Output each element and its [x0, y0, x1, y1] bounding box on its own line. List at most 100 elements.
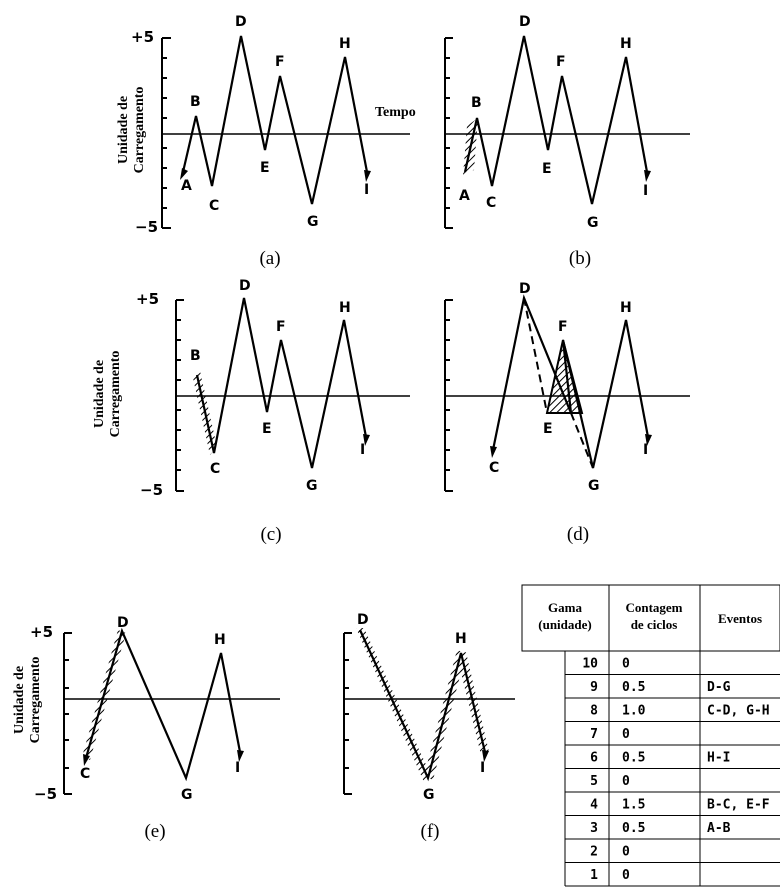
cell-events: D-G: [707, 680, 731, 695]
caption: (a): [259, 248, 280, 269]
point-label-D: D: [519, 281, 531, 297]
point-label-H: H: [620, 300, 632, 316]
cell-range: 1: [590, 868, 598, 883]
arrow-end-icon: [645, 434, 652, 446]
panel-d: C D E F G H I (d): [444, 281, 690, 545]
cell-count: 0: [622, 868, 630, 883]
y-top-tick: +5: [131, 28, 154, 46]
y-label-line2: Carregamento: [108, 351, 123, 438]
point-label-C: C: [80, 766, 90, 782]
caption: (f): [421, 821, 440, 842]
cell-events: B-C, E-F: [707, 798, 770, 813]
point-label-C: C: [486, 195, 496, 211]
point-label-D: D: [117, 615, 129, 631]
y-axis: [63, 632, 72, 795]
load-history: [463, 35, 649, 205]
time-label: Tempo: [375, 105, 416, 120]
load-history: [195, 297, 368, 469]
cell-count: 0: [622, 727, 630, 742]
header-count-line1: Contagem: [625, 600, 682, 615]
point-label-G: G: [587, 215, 599, 231]
y-axis: [343, 632, 352, 795]
point-label-F: F: [275, 54, 285, 70]
point-label-G: G: [306, 478, 318, 494]
table-header: [521, 584, 780, 652]
y-axis: [444, 37, 453, 229]
point-label-G: G: [181, 787, 193, 803]
point-label-G: G: [588, 478, 600, 494]
dashed-path-to-G: [570, 412, 594, 469]
caption: (d): [567, 524, 589, 545]
panel-c: +5 −5 Unidade de Carregamento B C D E F …: [92, 278, 410, 545]
point-label-E: E: [260, 160, 270, 176]
point-label-C: C: [210, 461, 220, 477]
y-axis: [444, 299, 453, 492]
panel-a: +5 −5 Tempo Unidade de Carregamento A B …: [116, 14, 416, 269]
hatched-half-cycle: [463, 118, 478, 176]
point-label-I: I: [643, 183, 648, 199]
arrow-end-icon: [237, 750, 244, 762]
cell-events: A-B: [707, 821, 731, 836]
y-bottom-tick: −5: [140, 481, 163, 499]
arrow-end-icon: [363, 434, 370, 446]
arrow-start-icon: [180, 168, 188, 180]
panel-b: A B C D E F G H I (b): [444, 14, 690, 269]
point-label-A: A: [181, 178, 192, 194]
point-label-I: I: [480, 760, 485, 776]
point-label-E: E: [542, 161, 552, 177]
cell-range: 6: [590, 751, 598, 766]
cell-range: 9: [590, 680, 598, 695]
cell-range: 4: [590, 798, 598, 813]
point-label-I: I: [235, 760, 240, 776]
caption: (b): [569, 248, 591, 269]
table-body: 10 09 0.5 D-G8 1.0 C-D, G-H7 06 0.5 H-I5 04 1.5 B-C…: [564, 651, 780, 887]
cell-range: 3: [590, 821, 598, 836]
y-label-line2: Carregamento: [132, 87, 147, 174]
dashed-path-D-E: [523, 297, 548, 414]
caption: (e): [144, 821, 165, 842]
cell-count: 1.5: [622, 798, 645, 813]
cell-range: 10: [582, 657, 598, 672]
cell-range: 5: [590, 774, 598, 789]
point-label-H: H: [339, 36, 351, 52]
cell-count: 0.5: [622, 821, 645, 836]
arrow-end-icon: [644, 170, 651, 182]
caption: (c): [260, 524, 281, 545]
point-label-G: G: [307, 214, 319, 230]
header-range-line1: Gama: [548, 600, 582, 615]
load-history: [181, 35, 369, 205]
point-label-F: F: [558, 319, 568, 335]
cell-count: 0: [622, 657, 630, 672]
point-label-H: H: [455, 631, 467, 647]
point-label-D: D: [239, 278, 251, 294]
y-bottom-tick: −5: [34, 785, 57, 803]
point-label-H: H: [214, 632, 226, 648]
arrow-start-icon: [490, 446, 497, 458]
cell-events: C-D, G-H: [707, 704, 770, 719]
cell-count: 0.5: [622, 751, 645, 766]
cell-count: 0.5: [622, 680, 645, 695]
panel-e: +5 −5 Unidade de Carregamento C D G H I …: [12, 615, 280, 842]
cell-count: 1.0: [622, 704, 646, 719]
arrow-end-icon: [364, 170, 371, 182]
cell-range: 7: [590, 727, 598, 742]
arrow-end-icon: [482, 750, 489, 762]
y-label-line1: Unidade de: [116, 96, 131, 164]
point-label-C: C: [209, 198, 219, 214]
point-label-D: D: [519, 14, 531, 30]
load-history: [84, 627, 242, 782]
y-label-line2: Carregamento: [28, 657, 43, 744]
cell-count: 0: [622, 774, 630, 789]
point-label-B: B: [471, 95, 482, 111]
y-label-line1: Unidade de: [92, 360, 107, 428]
point-label-E: E: [543, 421, 553, 437]
header-range-line2: (unidade): [538, 617, 591, 632]
arrow-start-icon: [83, 754, 90, 766]
cell-events: H-I: [707, 751, 730, 766]
point-label-H: H: [620, 36, 632, 52]
y-axis: [175, 299, 184, 492]
point-label-G: G: [423, 787, 435, 803]
cell-count: 0: [622, 845, 630, 860]
y-top-tick: +5: [30, 623, 53, 641]
